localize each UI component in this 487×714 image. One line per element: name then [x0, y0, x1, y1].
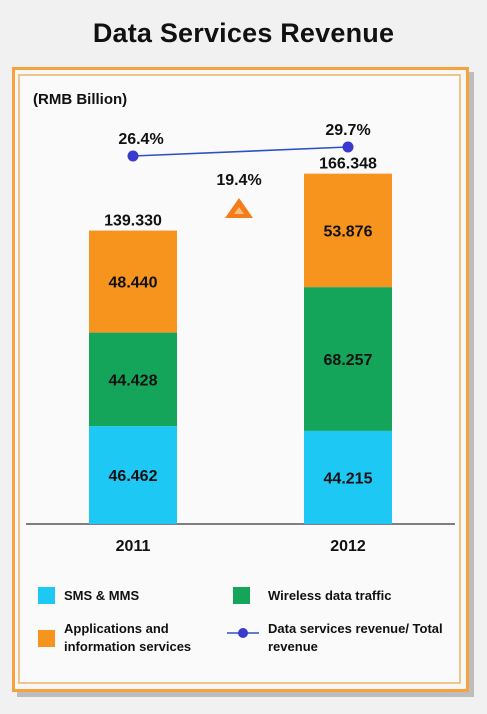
legend-label-ratio: Data services revenue/ Total revenue: [268, 621, 443, 654]
legend-line-marker: [227, 628, 259, 638]
ratio-point: [342, 141, 354, 153]
growth-label: 19.4%: [216, 172, 261, 189]
total-label: 166.348: [319, 156, 377, 173]
frame-shadow: [469, 72, 474, 695]
unit-label: (RMB Billion): [33, 91, 128, 108]
frame-shadow: [17, 692, 474, 697]
legend-swatch-sms: [38, 587, 55, 604]
up-triangle-highlight: [234, 207, 244, 214]
ratio-point: [127, 150, 139, 162]
bar-segment: [304, 173, 392, 288]
legend-label-wireless: Wireless data traffic: [268, 588, 392, 603]
data-label: 68.257: [324, 352, 373, 369]
data-label: 44.215: [324, 470, 373, 487]
legend-swatch-apps: [38, 630, 55, 647]
ratio-label: 29.7%: [325, 122, 370, 139]
data-label: 44.428: [109, 372, 158, 389]
legend-label-sms: SMS & MMS: [64, 588, 140, 603]
total-label: 139.330: [104, 213, 162, 230]
chart-title: Data Services Revenue: [92, 18, 395, 48]
ratio-label: 26.4%: [118, 131, 163, 148]
data-label: 53.876: [324, 223, 373, 240]
legend-swatch-wireless: [233, 587, 250, 604]
x-tick-label: 2011: [116, 538, 151, 555]
legend-dot-icon: [238, 628, 248, 638]
x-tick-label: 2012: [330, 538, 366, 555]
data-label: 48.440: [109, 275, 158, 292]
bar-segment: [304, 430, 392, 524]
bar-segment: [89, 230, 177, 333]
bar-segment: [304, 287, 392, 431]
ratio-line: [132, 146, 349, 157]
bar-segment: [89, 426, 177, 524]
data-label: 46.462: [109, 468, 158, 485]
legend-label-apps: Applications and information services: [64, 621, 192, 654]
bar-segment: [89, 332, 177, 427]
